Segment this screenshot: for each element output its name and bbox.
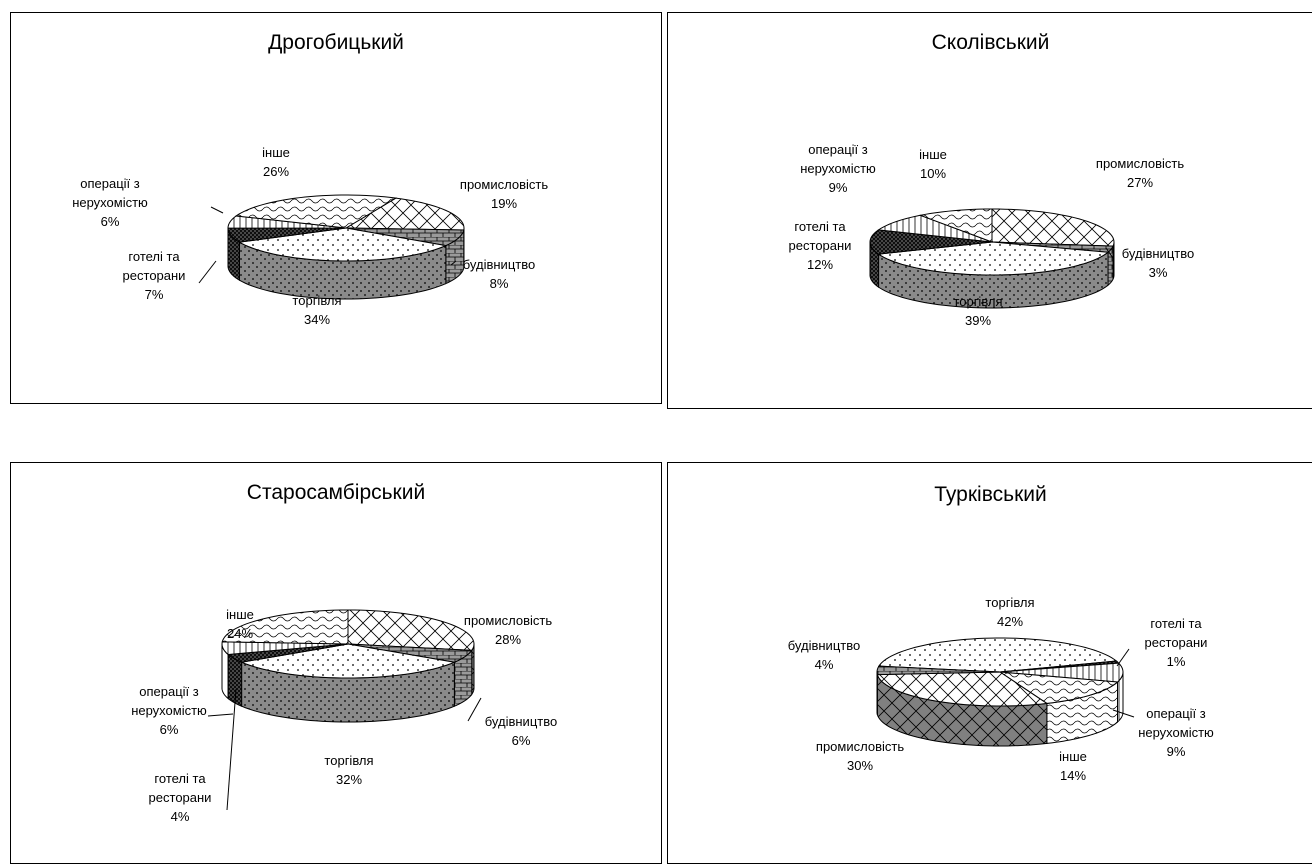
leader-line [199,261,216,283]
leader-line [208,714,233,716]
leader-line [211,207,223,213]
leader-line [227,689,236,810]
leader-line [1117,649,1129,666]
pie-slice-промисловість [992,209,1114,246]
pie-slice-промисловість [348,610,474,650]
leader-line [468,698,481,721]
